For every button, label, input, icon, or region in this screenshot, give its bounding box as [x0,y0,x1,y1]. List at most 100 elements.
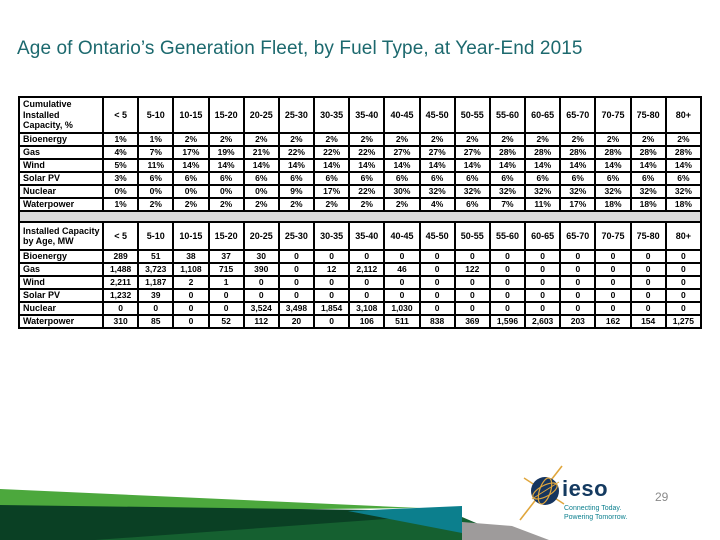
value-cell: 0% [101,184,140,199]
value-cell: 2% [383,197,421,212]
value-cell: 28% [664,145,703,160]
value-cell: 2,603 [524,314,562,329]
age-bin-header: 45-50 [418,96,456,134]
value-cell: 14% [207,158,245,173]
table-title: Cumulative Installed Capacity, % [18,96,104,134]
value-cell: 6% [277,171,316,186]
tagline-line2: Powering Tomorrow. [564,514,628,522]
age-bin-header: 30-35 [313,96,351,134]
value-cell: 0 [594,301,632,316]
page-number: 29 [655,490,669,504]
value-cell: 32% [594,184,632,199]
slide-title: Age of Ontario’s Generation Fleet, by Fu… [17,38,583,59]
ieso-tagline: Connecting Today. Powering Tomorrow. [564,504,627,523]
row-label: Nuclear [18,184,104,199]
row-label: Bioenergy [18,132,104,147]
tagline-line1: Connecting Today. [564,505,622,512]
value-cell: 6% [559,171,597,186]
value-cell: 18% [594,197,632,212]
value-cell: 1,108 [172,262,210,277]
value-cell: 2% [172,197,210,212]
value-cell: 2% [172,132,210,147]
value-cell: 38 [172,249,210,264]
row-label: Bioenergy [18,249,104,264]
value-cell: 32% [488,184,527,199]
value-cell: 32% [559,184,597,199]
value-cell: 2,112 [348,262,386,277]
value-cell: 2% [277,197,316,212]
value-cell: 0 [453,288,491,303]
value-cell: 1,030 [383,301,421,316]
value-cell: 310 [101,314,140,329]
value-cell: 27% [418,145,456,160]
value-cell: 2% [277,132,316,147]
row-label: Gas [18,262,104,277]
value-cell: 9% [277,184,316,199]
value-cell: 2% [594,132,632,147]
table-title: Installed Capacity by Age, MW [18,221,104,251]
value-cell: 1% [101,132,140,147]
value-cell: 154 [629,314,667,329]
value-cell: 390 [242,262,280,277]
value-cell: 0 [348,275,386,290]
value-cell: 1,187 [137,275,175,290]
value-cell: 0 [594,288,632,303]
table-row: Nuclear 0 0 0 0 3,524 3,498 1,854 3,108 1,030 0 0 0 0… [18,301,703,316]
value-cell: 28% [524,145,562,160]
value-cell: 22% [277,145,316,160]
value-cell: 2 [172,275,210,290]
value-cell: 30 [242,249,280,264]
value-cell: 0% [242,184,280,199]
value-cell: 3,723 [137,262,175,277]
value-cell: 0 [172,314,210,329]
value-cell: 18% [664,197,703,212]
value-cell: 3,524 [242,301,280,316]
value-cell: 0 [664,249,703,264]
value-cell: 14% [594,158,632,173]
value-cell: 14% [313,158,351,173]
value-cell: 838 [418,314,456,329]
value-cell: 2% [453,132,491,147]
value-cell: 0 [242,275,280,290]
value-cell: 0 [629,249,667,264]
globe-icon [519,465,565,521]
age-bin-header: 35-40 [348,96,386,134]
value-cell: 0 [559,275,597,290]
value-cell: 1,488 [101,262,140,277]
ieso-logo: ieso Connecting Today. Powering Tomorrow… [510,458,660,538]
value-cell: 19% [207,145,245,160]
age-bin-header: 75-80 [629,221,667,251]
value-cell: 2% [664,132,703,147]
age-bin-header: < 5 [101,96,140,134]
generation-age-table: Cumulative Installed Capacity, % < 5 5-10 1… [18,96,703,329]
value-cell: 27% [453,145,491,160]
value-cell: 0 [313,275,351,290]
ieso-wordmark: ieso [562,476,609,501]
table-row: Wind 5% 11% 14% 14% 14% 14% 14% 14% 14% 14% 14% 14% 1… [18,158,703,173]
value-cell: 14% [524,158,562,173]
table-header-row: Cumulative Installed Capacity, % < 5 5-10 1… [18,96,703,134]
value-cell: 0 [348,288,386,303]
value-cell: 2% [207,132,245,147]
value-cell: 6% [172,171,210,186]
value-cell: 106 [348,314,386,329]
age-bin-header: 10-15 [172,96,210,134]
value-cell: 6% [453,171,491,186]
value-cell: 369 [453,314,491,329]
value-cell: 5% [101,158,140,173]
value-cell: 14% [629,158,667,173]
age-bin-header: 60-65 [524,96,562,134]
age-bin-header: 50-55 [453,221,491,251]
age-bin-header: 10-15 [172,221,210,251]
value-cell: 2% [207,197,245,212]
value-cell: 12 [313,262,351,277]
value-cell: 0 [488,262,527,277]
value-cell: 20 [277,314,316,329]
value-cell: 2% [137,197,175,212]
row-label: Solar PV [18,171,104,186]
value-cell: 0% [137,184,175,199]
row-label: Solar PV [18,288,104,303]
row-label: Wind [18,275,104,290]
value-cell: 3,108 [348,301,386,316]
value-cell: 2% [313,197,351,212]
